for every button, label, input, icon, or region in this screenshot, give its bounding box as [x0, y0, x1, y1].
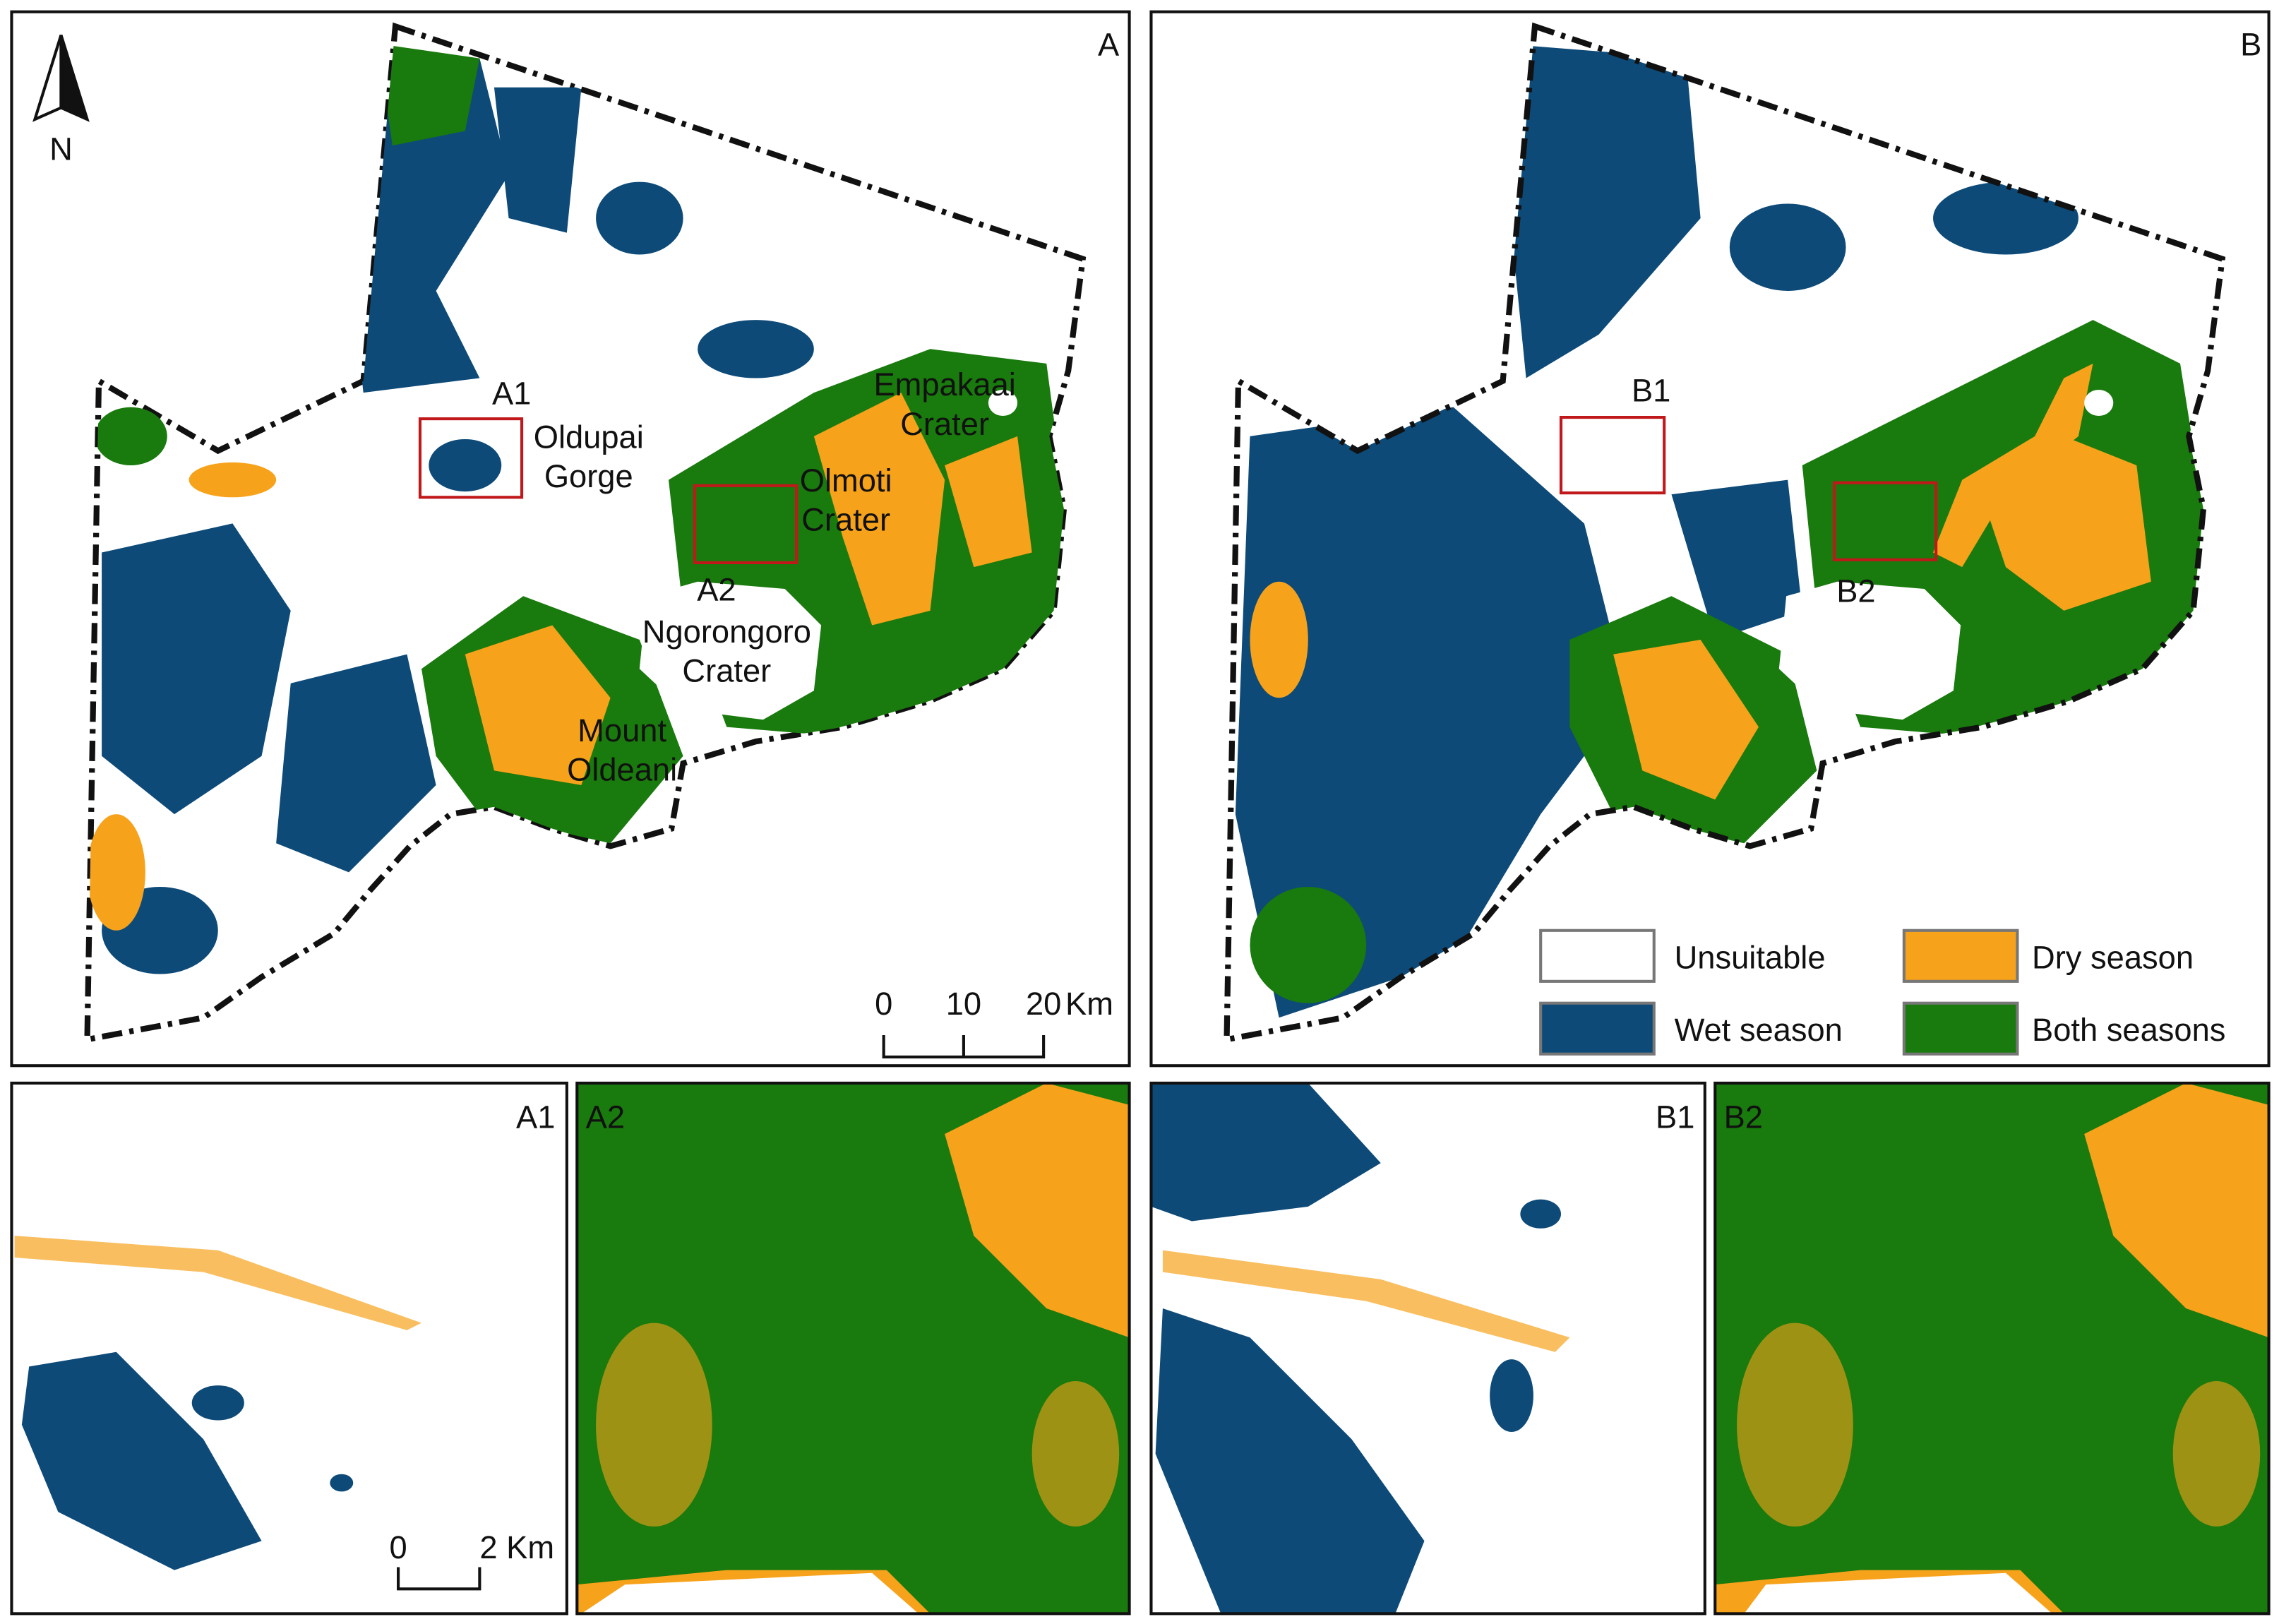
- place-label: Olmoti: [800, 462, 892, 498]
- habitat-map-b: [1226, 26, 2223, 1040]
- panel-label: B: [2240, 26, 2261, 62]
- panel-frame: [575, 1081, 1131, 1616]
- panel-label: A1: [516, 1099, 555, 1135]
- inset-a1: [11, 1082, 567, 1614]
- place-label: Crater: [801, 502, 890, 538]
- place-label: Ngorongoro: [642, 614, 811, 650]
- north-arrow: [32, 35, 90, 122]
- scale-label: 20: [1026, 986, 1061, 1022]
- inset-box: [418, 417, 524, 499]
- inset-b2: [1715, 1082, 2269, 1614]
- box-label: A2: [697, 571, 736, 607]
- scale-bar: [397, 1567, 481, 1591]
- panel-frame: [10, 1081, 568, 1616]
- panel-frame: [1149, 10, 2271, 1068]
- box-label: B2: [1836, 573, 1875, 609]
- panel-frame: [1149, 1081, 1706, 1616]
- legend-label: Dry season: [2032, 939, 2194, 975]
- place-label: Crater: [900, 406, 989, 442]
- panel-label: B1: [1656, 1099, 1694, 1135]
- place-label: Empakaai: [873, 366, 1015, 402]
- legend-swatches: [1539, 929, 2019, 1056]
- place-label: Oldupai: [534, 419, 644, 455]
- scale-label: 0: [389, 1529, 407, 1565]
- north-label: N: [49, 131, 73, 167]
- scale-label: Km: [1065, 986, 1113, 1022]
- crater: [639, 581, 822, 720]
- legend-label: Unsuitable: [1675, 939, 1826, 975]
- inset-box: [693, 484, 798, 564]
- legend-label: Both seasons: [2032, 1012, 2225, 1048]
- box-label: B1: [1632, 372, 1670, 408]
- place-label: Gorge: [544, 458, 633, 494]
- habitat-map-a: [87, 43, 1076, 974]
- inset-b1: [1151, 1082, 1705, 1614]
- place-label: Oldeani: [567, 752, 677, 788]
- place-label: Crater: [682, 653, 771, 689]
- panel-label: A2: [586, 1099, 625, 1135]
- scale-label: 10: [946, 986, 981, 1022]
- study-area: [1224, 22, 2226, 1044]
- panel-frame: [1713, 1081, 2271, 1616]
- panel-frame: [10, 10, 1131, 1068]
- panel-label: A: [1098, 26, 1120, 62]
- place-label: Mount: [578, 712, 666, 748]
- inset-box: [1559, 416, 1666, 495]
- scale-bar: [882, 1035, 1046, 1058]
- scale-label: 2 Km: [479, 1529, 554, 1565]
- inset-box: [1832, 481, 1938, 561]
- legend-label: Wet season: [1675, 1012, 1843, 1048]
- inset-a2: [577, 1082, 1130, 1614]
- panel-label: B2: [1724, 1099, 1763, 1135]
- scale-label: 0: [875, 986, 892, 1022]
- box-label: A1: [492, 376, 531, 412]
